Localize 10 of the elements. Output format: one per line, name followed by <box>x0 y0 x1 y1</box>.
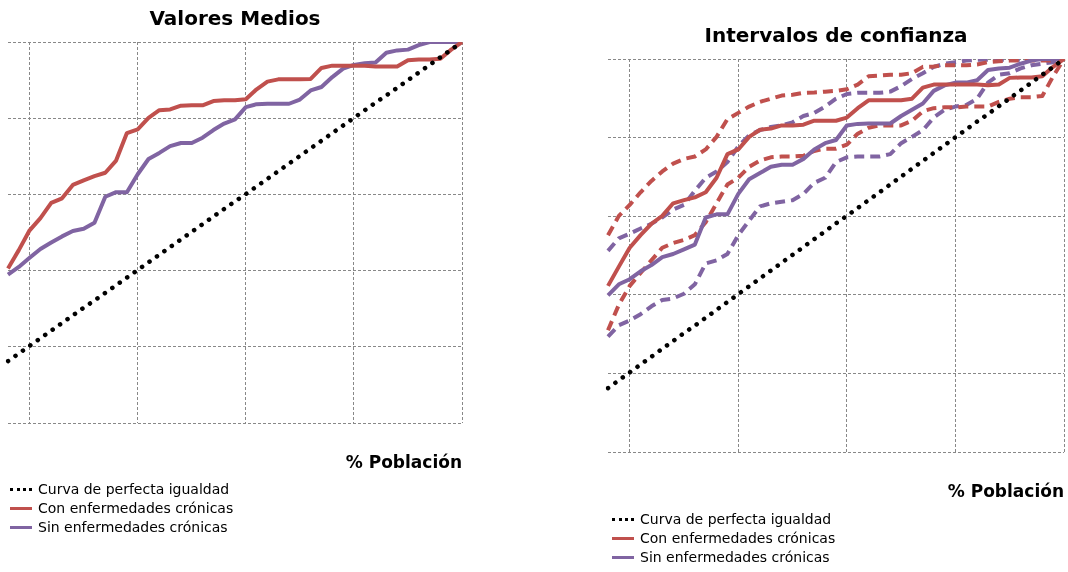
legend-label: Curva de perfecta igualdad <box>640 510 832 529</box>
x-axis-title: % Población <box>947 481 1064 502</box>
legend-label: Sin enfermedades crónicas <box>38 518 228 537</box>
legend-label: Con enfermedades crónicas <box>38 499 234 518</box>
chart-title: Intervalos de confianza <box>704 23 968 48</box>
x-axis-title: % Población <box>345 452 462 473</box>
legend-label: Sin enfermedades crónicas <box>640 548 830 567</box>
legend-label: Con enfermedades crónicas <box>640 529 836 548</box>
legend-label: Curva de perfecta igualdad <box>38 480 230 499</box>
chart-title: Valores Medios <box>149 6 321 31</box>
